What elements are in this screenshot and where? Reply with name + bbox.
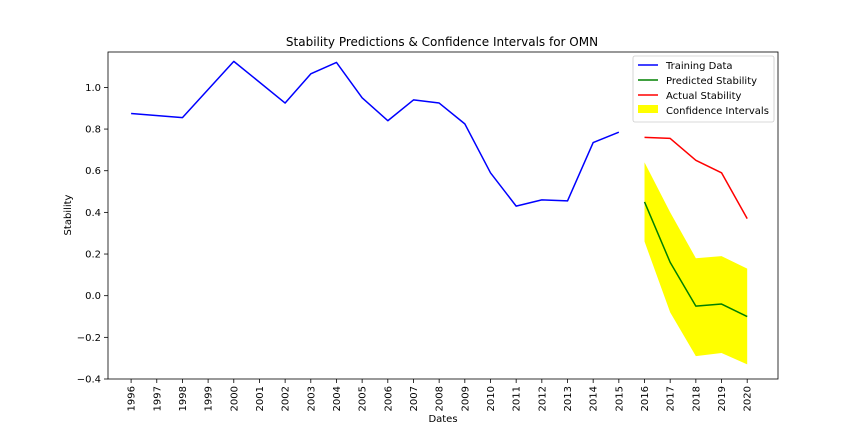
x-axis: 1996 1997 1998 1999 2000 2001 2002 2003 2004 2005…	[127, 379, 754, 411]
x-tick-label: 2005	[358, 386, 369, 411]
y-tick-label: −0.2	[77, 333, 101, 344]
y-tick-label: 0.8	[85, 125, 101, 136]
x-tick-label: 2010	[486, 386, 497, 411]
x-tick-label: 2014	[589, 386, 600, 411]
x-tick-label: 2004	[332, 386, 343, 411]
legend-swatch-confidence	[638, 105, 658, 113]
y-tick-label: 0.2	[85, 250, 101, 261]
x-tick-label: 2012	[537, 386, 548, 411]
actual-stability-line	[644, 136, 748, 219]
training-data-line	[131, 60, 620, 207]
x-tick-label: 2001	[255, 386, 266, 411]
series-layer	[131, 60, 748, 318]
chart-title: Stability Predictions & Confidence Inter…	[286, 35, 598, 49]
legend-frame	[632, 55, 775, 123]
x-tick-label: 2003	[306, 386, 317, 411]
x-tick-label: 2007	[409, 386, 420, 411]
predicted-stability-line	[643, 201, 748, 318]
x-axis-label: Dates	[428, 414, 457, 425]
x-tick-label: 2015	[614, 386, 625, 411]
x-tick-label: 2020	[743, 386, 754, 411]
x-tick-label: 1999	[204, 386, 215, 411]
legend: Training Data Predicted Stability Actual…	[632, 55, 775, 123]
x-tick-label: 1997	[152, 386, 163, 411]
y-tick-label: 1.0	[85, 83, 101, 94]
y-tick-label: −0.4	[77, 375, 101, 386]
y-axis: −0.4 −0.2 0.0 0.2 0.4 0.6 0.8 1.0	[77, 83, 108, 386]
y-tick-label: 0.4	[85, 208, 101, 219]
plot-frame	[107, 51, 779, 380]
x-tick-label: 2016	[640, 386, 651, 411]
x-tick-label: 2018	[691, 386, 702, 411]
y-axis-label: Stability	[63, 194, 74, 235]
legend-label-training: Training Data	[665, 61, 733, 72]
x-tick-label: 1998	[178, 386, 189, 411]
x-tick-label: 1996	[127, 386, 138, 411]
legend-label-confidence: Confidence Intervals	[666, 106, 769, 117]
x-tick-label: 2013	[563, 386, 574, 411]
y-tick-label: 0.0	[85, 291, 101, 302]
x-tick-label: 2008	[435, 386, 446, 411]
x-tick-label: 2000	[229, 386, 240, 411]
confidence-interval-band	[644, 162, 748, 365]
x-tick-label: 2011	[512, 386, 523, 411]
x-tick-label: 2019	[717, 386, 728, 411]
confidence-interval-layer	[644, 162, 748, 365]
legend-label-actual: Actual Stability	[666, 91, 742, 102]
x-tick-label: 2017	[666, 386, 677, 411]
legend-label-predicted: Predicted Stability	[666, 76, 757, 87]
x-tick-label: 2006	[383, 386, 394, 411]
y-tick-label: 0.6	[85, 166, 101, 177]
x-tick-label: 2002	[281, 386, 292, 411]
x-tick-label: 2009	[460, 386, 471, 411]
